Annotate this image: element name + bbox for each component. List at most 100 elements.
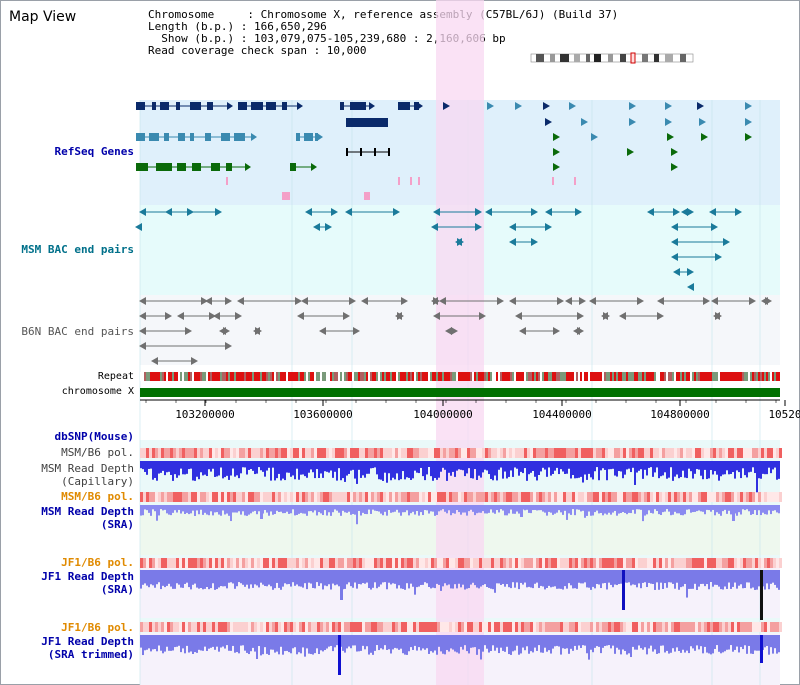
jf1-b6-pol-band	[467, 558, 470, 568]
jf1-b6-pol-band-2	[569, 622, 572, 632]
msm-b6-pol-band	[152, 448, 155, 458]
repeat-block	[708, 372, 710, 381]
jf1-sra-depth-bar	[666, 570, 668, 588]
jf1-b6-pol-band-2	[677, 622, 680, 632]
label-dbsnp[interactable]: dbSNP(Mouse)	[54, 430, 134, 443]
msm-sra-depth-bar	[628, 505, 630, 513]
jf1-trim-depth-bar	[202, 635, 204, 651]
label-jf1-b6-pol-1[interactable]: JF1/B6 pol.	[61, 556, 134, 569]
msm-capillary-depth-bar	[300, 461, 302, 475]
jf1-b6-pol-band	[155, 558, 158, 568]
jf1-trim-depth-bar	[764, 635, 766, 648]
jf1-b6-pol-band	[305, 558, 308, 568]
jf1-trim-depth-bar	[740, 635, 742, 647]
jf1-trim-depth-bar	[706, 635, 708, 653]
jf1-sra-depth-bar	[480, 570, 482, 587]
label-jf1-b6-pol-2[interactable]: JF1/B6 pol.	[61, 621, 134, 634]
jf1-b6-pol-band	[482, 558, 485, 568]
msm-b6-pol-band	[308, 448, 311, 458]
msm-b6-pol-band	[188, 448, 191, 458]
repeat-block	[462, 372, 464, 381]
msm-sra-depth-bar	[198, 505, 200, 515]
repeat-block	[658, 372, 660, 381]
label-msm-bac-end-pairs[interactable]: MSM BAC end pairs	[21, 243, 134, 256]
msm-sra-depth-bar	[168, 505, 170, 515]
label-b6n-bac-end-pairs[interactable]: B6N BAC end pairs	[21, 325, 134, 338]
msm-b6-pol-band-2	[509, 492, 512, 502]
jf1-b6-pol-band	[260, 558, 263, 568]
msm-b6-pol-band	[269, 448, 272, 458]
label-msm-b6-pol-1[interactable]: MSM/B6 pol.	[61, 446, 134, 459]
label-msm-read-depth-capillary[interactable]: MSM Read Depth (Capillary)	[41, 462, 134, 488]
msm-capillary-depth-bar	[524, 461, 526, 469]
jf1-sra-depth-bar	[722, 570, 724, 590]
jf1-trim-depth-bar	[690, 635, 692, 647]
msm-capillary-depth-bar	[630, 461, 632, 473]
jf1-sra-depth-bar	[164, 570, 166, 588]
jf1-b6-pol-band	[464, 558, 467, 568]
label-jf1-read-depth-sra-trimmed[interactable]: JF1 Read Depth (SRA trimmed)	[41, 635, 134, 661]
msm-b6-pol-band	[275, 448, 278, 458]
repeat-block	[740, 372, 742, 381]
msm-b6-pol-band	[374, 448, 377, 458]
jf1-b6-pol-band-2	[716, 622, 719, 632]
msm-capillary-depth-bar	[246, 461, 248, 475]
msm-capillary-depth-bar	[268, 461, 270, 468]
jf1-trim-depth-bar	[186, 635, 188, 646]
jf1-sra-depth-bar	[382, 570, 384, 583]
msm-capillary-depth-bar	[142, 461, 144, 470]
msm-b6-pol-band	[251, 448, 254, 458]
jf1-b6-pol-band	[740, 558, 743, 568]
label-refseq-genes[interactable]: RefSeq Genes	[54, 145, 134, 158]
msm-sra-depth-bar	[254, 505, 256, 511]
jf1-sra-depth-bar	[178, 570, 180, 585]
msm-b6-pol-band-2	[383, 492, 386, 502]
jf1-b6-pol-band-2	[377, 622, 380, 632]
msm-sra-depth-bar	[154, 505, 156, 512]
jf1-trim-depth-bar	[244, 635, 246, 651]
jf1-b6-pol-band-2	[482, 622, 485, 632]
msm-b6-pol-band-2	[293, 492, 296, 502]
msm-capillary-depth-bar	[414, 461, 416, 471]
jf1-sra-depth-bar	[712, 570, 714, 587]
jf1-trim-depth-bar	[766, 635, 768, 646]
jf1-b6-pol-band-2	[497, 622, 500, 632]
label-line: JF1 Read Depth	[41, 570, 134, 583]
jf1-trim-depth-bar	[214, 635, 216, 650]
msm-capillary-depth-bar	[442, 461, 444, 468]
chromosome-ideogram[interactable]	[530, 52, 695, 64]
msm-capillary-depth-bar	[744, 461, 746, 476]
jf1-sra-depth-bar	[670, 570, 672, 583]
b6n-bac-pair-end	[151, 357, 158, 365]
jf1-trim-depth-bar	[698, 635, 700, 650]
label-jf1-read-depth-sra[interactable]: JF1 Read Depth (SRA)	[41, 570, 134, 596]
jf1-trim-depth-bar	[166, 635, 168, 647]
label-msm-b6-pol-2[interactable]: MSM/B6 pol.	[61, 490, 134, 503]
msm-b6-pol-band	[704, 448, 707, 458]
b6n-bac-pair-end	[353, 327, 360, 335]
label-msm-read-depth-sra[interactable]: MSM Read Depth (SRA)	[41, 505, 134, 531]
jf1-b6-pol-band	[755, 558, 758, 568]
msm-capillary-depth-bar	[248, 461, 250, 470]
jf1-sra-depth-bar	[186, 570, 188, 583]
jf1-b6-pol-band-2	[524, 622, 527, 632]
msm-capillary-depth-bar	[276, 461, 278, 479]
msm-sra-depth-bar	[702, 505, 704, 512]
msm-sra-depth-bar	[278, 505, 280, 512]
msm-capillary-depth-bar	[762, 461, 764, 474]
msm-sra-depth-bar	[208, 505, 210, 516]
repeat-block	[726, 372, 728, 381]
jf1-b6-pol-band-2	[503, 622, 506, 632]
jf1-sra-depth-bar	[230, 570, 232, 583]
msm-b6-pol-band	[707, 448, 710, 458]
msm-b6-pol-band	[578, 448, 581, 458]
msm-capillary-depth-bar	[676, 461, 678, 475]
msm-sra-depth-bar	[432, 505, 434, 512]
msm-capillary-depth-bar	[602, 461, 604, 469]
msm-sra-depth-bar	[288, 505, 290, 514]
msm-sra-depth-bar	[216, 505, 218, 513]
msm-capillary-depth-bar	[594, 461, 596, 472]
jf1-sra-depth-bar	[744, 570, 746, 588]
repeat-block	[202, 372, 204, 381]
